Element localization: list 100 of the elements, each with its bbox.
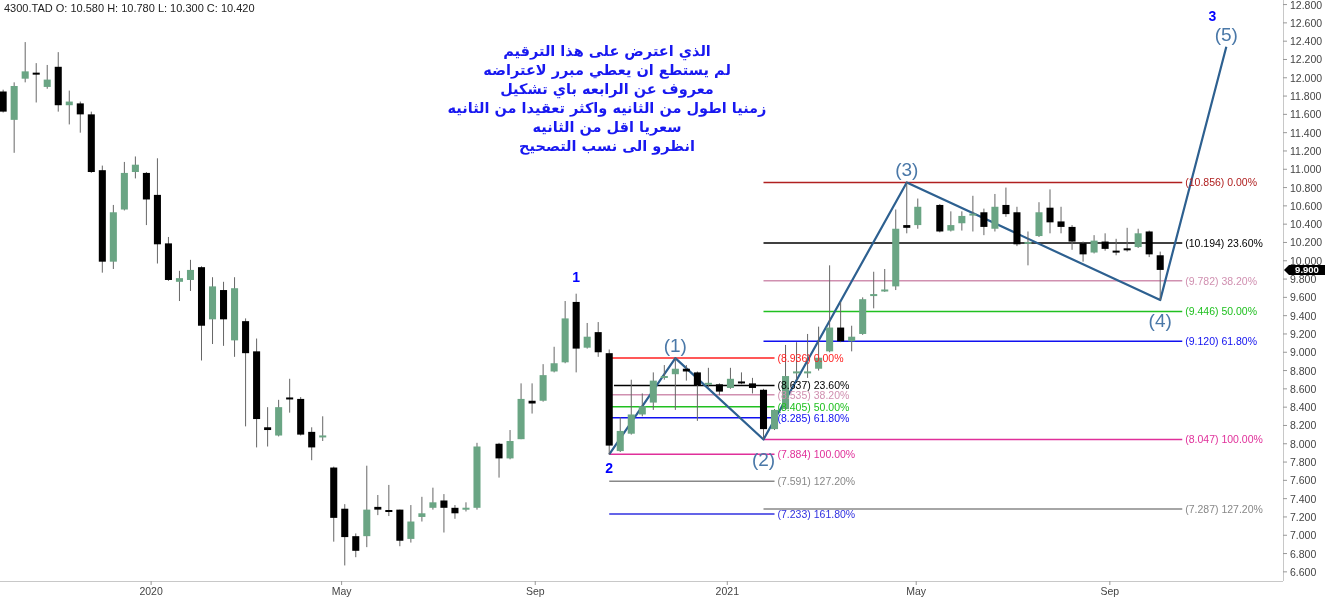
candlestick (616, 416, 624, 453)
candlestick (186, 259, 195, 292)
candlestick (1024, 230, 1032, 266)
candlestick (385, 484, 393, 517)
candlestick (462, 501, 470, 512)
candlestick (286, 378, 294, 414)
y-tick-label: 12.400 (1290, 35, 1323, 48)
y-tick-label: 11.600 (1290, 108, 1322, 121)
annotation: انظرو الى نسب التصحيح (519, 138, 695, 155)
annotation: الذي اعترض على هذا الترقيم (503, 43, 711, 61)
annotation: لم يستطع ان يعطي مبرر لاعتراضه (483, 62, 731, 79)
candlestick (881, 268, 889, 293)
candlestick (506, 429, 514, 460)
candlestick (914, 198, 922, 230)
y-tick-label: 12.800 (1290, 0, 1323, 11)
annotation: (3) (895, 159, 919, 181)
candlestick (1134, 228, 1142, 249)
candlestick (671, 357, 679, 411)
y-tick-label: 7.000 (1290, 529, 1317, 542)
candlestick (32, 62, 40, 103)
candlestick (429, 487, 437, 511)
y-tick-label: 7.600 (1290, 474, 1317, 487)
annotation: زمنيا اطول من الثانيه واكثر تعقيدا من الثانيه (447, 100, 767, 117)
candlestick (837, 301, 845, 343)
candlestick (1057, 206, 1065, 234)
y-tick-label: 8.400 (1290, 401, 1317, 414)
annotation: (2) (751, 449, 776, 471)
price-tag: 9.900 (1284, 264, 1325, 276)
y-tick-label: 9.600 (1290, 291, 1317, 304)
y-tick-label: 10.600 (1290, 199, 1323, 212)
y-tick-label: 10.400 (1290, 218, 1323, 231)
candlestick (1046, 188, 1054, 234)
y-tick-label: 9.800 (1290, 273, 1317, 286)
candlestick (440, 493, 448, 534)
data-label: (7.287) 127.20% (1185, 502, 1263, 515)
annotation: 3 (1208, 7, 1217, 24)
chart-title: 4300.TAD O: 10.580 H: 10.780 L: 10.300 C: 10.420 (4, 2, 255, 14)
candlestick (495, 442, 503, 479)
candlestick (175, 270, 183, 302)
y-tick-label: 12.600 (1290, 16, 1323, 29)
y-tick-label: 9.000 (1290, 346, 1317, 359)
candlestick (704, 367, 712, 388)
data-label: (7.884) 100.00% (777, 448, 856, 461)
annotation: 2 (605, 460, 614, 477)
x-tick-label: Sep (1100, 585, 1120, 597)
data-label: (9.782) 38.20% (1185, 274, 1258, 287)
x-tick-label: May (906, 585, 927, 597)
candlestick (583, 322, 591, 350)
candlestick (958, 210, 966, 232)
candlestick (771, 408, 779, 431)
candlestick (991, 193, 999, 232)
candlestick (0, 89, 7, 114)
candlestick (21, 41, 29, 83)
candlestick (319, 415, 327, 442)
y-tick-label: 12.200 (1290, 53, 1323, 66)
candlestick (1035, 201, 1043, 238)
candlestick (638, 392, 646, 417)
data-label: (9.446) 50.00% (1185, 305, 1258, 318)
y-tick-label: 8.800 (1290, 364, 1317, 377)
y-tick-label: 11.200 (1290, 144, 1322, 157)
candlestick (980, 208, 988, 236)
y-tick-label: 6.600 (1290, 565, 1317, 578)
candlestick (308, 426, 316, 461)
y-tick-label: 7.800 (1290, 456, 1317, 469)
y-tick-label: 10.800 (1290, 181, 1323, 194)
y-tick-label: 9.400 (1290, 309, 1317, 322)
candlestick (594, 321, 602, 358)
candlestick (418, 496, 426, 523)
annotation: (1) (663, 335, 687, 357)
candlestick (903, 181, 911, 234)
annotation: معروف عن الرابعه باي تشكيل (500, 81, 714, 99)
y-tick-label: 10.200 (1290, 236, 1323, 249)
candlestick (550, 346, 558, 373)
y-tick-label: 9.200 (1290, 327, 1317, 340)
y-tick-label: 8.600 (1290, 382, 1317, 395)
y-tick-label: 8.200 (1290, 419, 1317, 432)
candlestick (407, 504, 415, 544)
candlestick (969, 195, 977, 232)
y-tick-label: 6.800 (1290, 547, 1317, 560)
y-tick-label: 10.000 (1290, 254, 1323, 267)
candlestick (76, 101, 84, 134)
data-label: (10.194) 23.60% (1185, 237, 1263, 250)
data-label: (9.120) 61.80% (1185, 335, 1258, 348)
x-tick-label: 2021 (715, 585, 740, 597)
y-tick-label: 7.200 (1290, 510, 1317, 523)
candlestick (43, 64, 51, 90)
x-tick-label: 2020 (139, 585, 163, 597)
candlestick (1002, 187, 1010, 218)
annotation: (5) (1214, 23, 1238, 45)
y-tick-label: 11.800 (1290, 90, 1322, 103)
x-tick-label: Sep (525, 585, 545, 597)
y-tick-label: 12.000 (1290, 71, 1323, 84)
candlestick (649, 371, 657, 411)
annotation: سعريا اقل من الثانيه (532, 119, 682, 136)
candlestick (627, 379, 635, 436)
annotation: 1 (572, 268, 581, 285)
candlestick (374, 494, 382, 516)
candlestick (826, 264, 834, 353)
candlestick (726, 367, 734, 390)
y-tick-label: 7.400 (1290, 492, 1317, 505)
